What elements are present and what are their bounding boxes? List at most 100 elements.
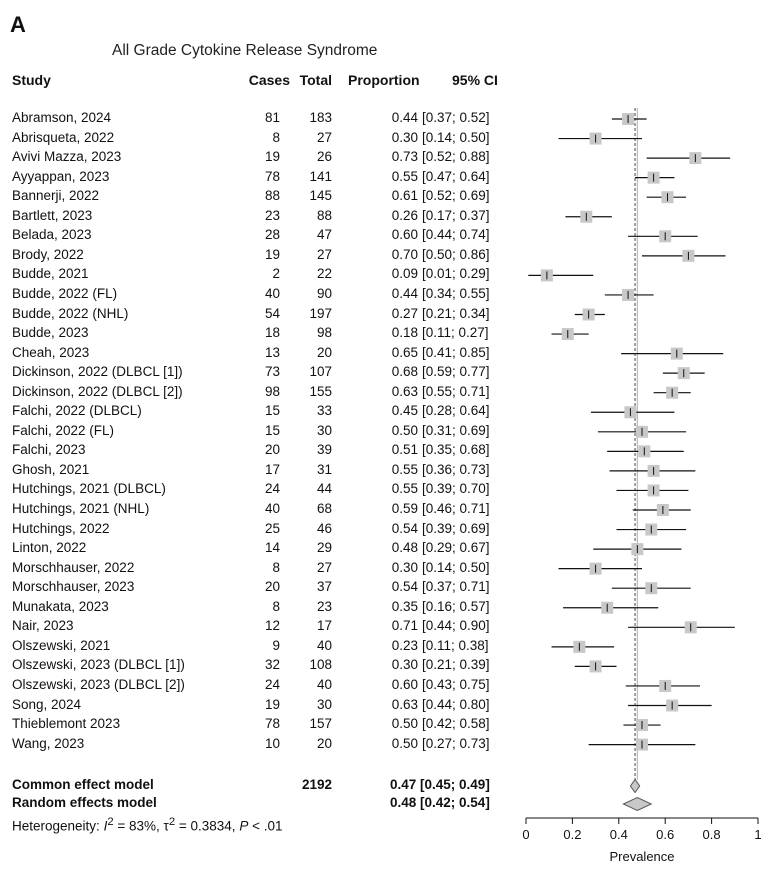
study-proportion: 0.59 [391,501,418,516]
study-ci: [0.14; 0.50] [422,129,490,145]
plot-title: All Grade Cytokine Release Syndrome [112,42,378,59]
study-cases: 98 [264,383,280,399]
study-total: 23 [316,598,332,614]
study-total: 33 [316,403,332,419]
study-ci: [0.27; 0.73] [422,735,490,751]
study-proportion: 0.30 [391,129,418,145]
study-name: Abramson, 2024 [12,110,112,125]
header-proportion: Proportion [348,72,420,88]
study-total: 20 [316,344,332,360]
study-name: Bartlett, 2023 [12,207,93,223]
study-ci: [0.34; 0.55] [422,285,490,301]
study-name: Munakata, 2023 [12,598,109,614]
study-name: Cheah, 2023 [12,344,90,360]
study-name: Nair, 2023 [12,618,74,634]
study-name: Hutchings, 2021 (NHL) [12,501,150,516]
header-study: Study [12,72,51,88]
study-cases: 19 [264,149,280,165]
study-total: 31 [316,461,332,477]
study-cases: 8 [272,598,280,614]
study-name: Wang, 2023 [12,735,85,751]
study-ci: [0.37; 0.71] [422,579,490,595]
study-proportion: 0.51 [391,442,418,458]
study-ci: [0.52; 0.88] [422,149,490,165]
study-proportion: 0.50 [391,422,418,438]
study-name: Ayyappan, 2023 [12,168,110,184]
header-total: Total [299,72,332,88]
study-ci: [0.44; 0.90] [422,618,490,634]
study-proportion: 0.50 [391,716,418,732]
study-total: 39 [316,442,332,458]
study-ci: [0.59; 0.77] [422,364,490,380]
study-ci: [0.01; 0.29] [422,266,490,282]
header-cases: Cases [248,72,290,88]
study-total: 20 [316,735,332,751]
study-total: 27 [316,246,332,262]
study-proportion: 0.55 [391,168,418,184]
study-name: Abrisqueta, 2022 [12,129,115,145]
study-ci: [0.39; 0.69] [422,520,490,536]
study-name: Dickinson, 2022 (DLBCL [1]) [12,364,183,380]
summary-total: 2192 [301,777,332,792]
study-ci: [0.44; 0.74] [422,227,490,243]
study-ci: [0.50; 0.86] [422,246,490,262]
study-cases: 17 [264,461,280,477]
study-cases: 81 [264,110,280,125]
study-cases: 13 [264,344,280,360]
study-total: 29 [316,540,332,556]
study-total: 88 [316,207,332,223]
summary-estimate: 0.47 [0.45; 0.49] [390,777,490,792]
study-name: Budde, 2023 [12,325,89,341]
study-ci: [0.16; 0.57] [422,598,490,614]
study-total: 22 [316,266,332,282]
study-total: 27 [316,129,332,145]
study-proportion: 0.50 [391,735,418,751]
study-total: 183 [309,110,332,125]
study-proportion: 0.44 [391,285,418,301]
summary-label: Common effect model [12,777,154,792]
study-cases: 8 [272,559,280,575]
study-proportion: 0.71 [391,618,418,634]
study-proportion: 0.60 [391,676,418,692]
study-name: Olszewski, 2023 (DLBCL [2]) [12,676,185,692]
study-name: Hutchings, 2021 (DLBCL) [12,481,166,497]
study-name: Olszewski, 2021 [12,637,111,653]
study-name: Ghosh, 2021 [12,461,90,477]
study-proportion: 0.30 [391,657,418,673]
study-proportion: 0.68 [391,364,418,380]
study-cases: 73 [264,364,280,380]
study-proportion: 0.54 [391,579,418,595]
study-name: Hutchings, 2022 [12,520,110,536]
study-total: 108 [309,657,332,673]
study-proportion: 0.48 [391,540,418,556]
study-proportion: 0.27 [391,305,418,321]
study-name: Dickinson, 2022 (DLBCL [2]) [12,383,183,399]
study-total: 40 [316,637,332,653]
study-name: Thieblemont 2023 [12,716,121,732]
study-ci: [0.42; 0.58] [422,716,490,732]
study-name: Budde, 2022 (FL) [12,285,118,301]
study-name: Morschhauser, 2022 [12,559,135,575]
study-cases: 78 [264,168,280,184]
study-proportion: 0.23 [391,637,418,653]
study-name: Bannerji, 2022 [12,188,100,204]
study-cases: 20 [264,442,280,458]
study-cases: 78 [264,716,280,732]
study-name: Linton, 2022 [12,540,87,556]
study-name: Budde, 2021 [12,266,89,282]
study-ci: [0.55; 0.71] [422,383,490,399]
study-total: 44 [316,481,332,497]
study-ci: [0.17; 0.37] [422,207,490,223]
study-total: 68 [316,501,332,516]
study-name: Falchi, 2023 [12,442,86,458]
study-ci: [0.21; 0.39] [422,657,490,673]
study-total: 40 [316,676,332,692]
study-total: 197 [309,305,332,321]
panel-letter: A [10,12,26,37]
study-total: 37 [316,579,332,595]
study-total: 27 [316,559,332,575]
study-total: 107 [309,364,332,380]
x-tick-label: 0.6 [656,827,674,842]
x-tick-label: 0.8 [703,827,721,842]
study-proportion: 0.70 [391,246,418,262]
